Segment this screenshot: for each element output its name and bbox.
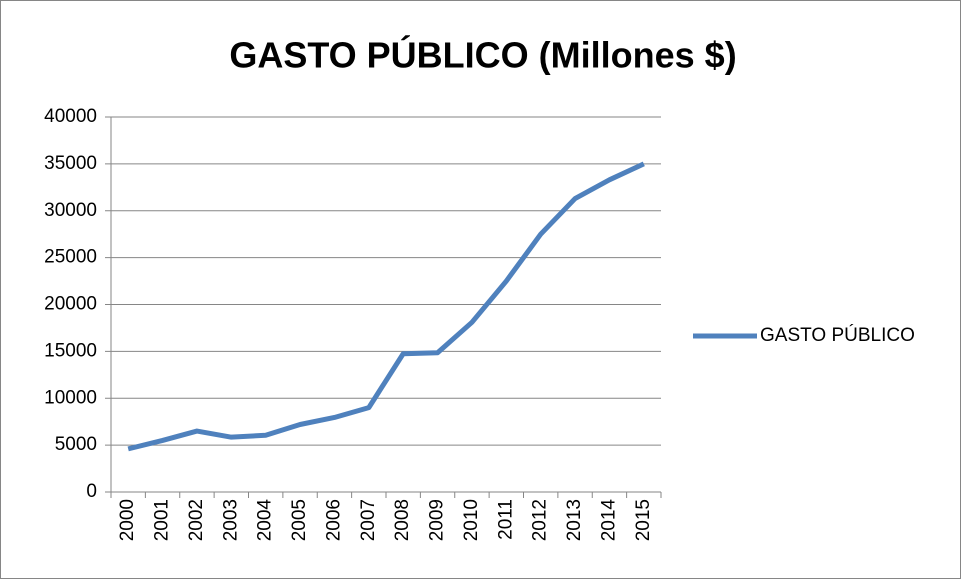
x-tick-label: 2006: [323, 499, 344, 541]
y-tick-label: 30000: [44, 200, 97, 221]
x-tick-label: 2002: [186, 499, 207, 541]
y-tick-label: 15000: [44, 340, 97, 361]
x-tick-label: 2003: [220, 499, 241, 541]
y-tick-label: 5000: [55, 434, 97, 455]
x-tick-label: 2010: [461, 499, 482, 541]
x-tick-label: 2012: [530, 499, 551, 541]
y-tick-label: 10000: [44, 387, 97, 408]
chart-title: GASTO PÚBLICO (Millones $): [229, 34, 736, 76]
x-tick-label: 2009: [427, 499, 448, 541]
x-tick-label: 2008: [392, 499, 413, 541]
y-tick-label: 20000: [44, 294, 97, 315]
y-tick-label: 25000: [44, 247, 97, 268]
y-tick-label: 0: [86, 481, 97, 502]
x-tick-label: 2000: [117, 499, 138, 541]
x-tick-label: 2013: [564, 499, 585, 541]
x-tick-label: 2001: [152, 499, 173, 541]
x-tick-label: 2015: [633, 499, 654, 541]
x-tick-label: 2004: [255, 499, 276, 542]
x-tick-label: 2005: [289, 499, 310, 541]
y-tick-label: 40000: [44, 106, 97, 127]
x-tick-label: 2007: [358, 499, 379, 541]
y-tick-label: 35000: [44, 153, 97, 174]
x-tick-label: 2011: [495, 499, 516, 540]
x-tick-label: 2014: [598, 499, 619, 542]
line-series: [127, 161, 645, 452]
legend-label: GASTO PÚBLICO: [760, 324, 915, 346]
